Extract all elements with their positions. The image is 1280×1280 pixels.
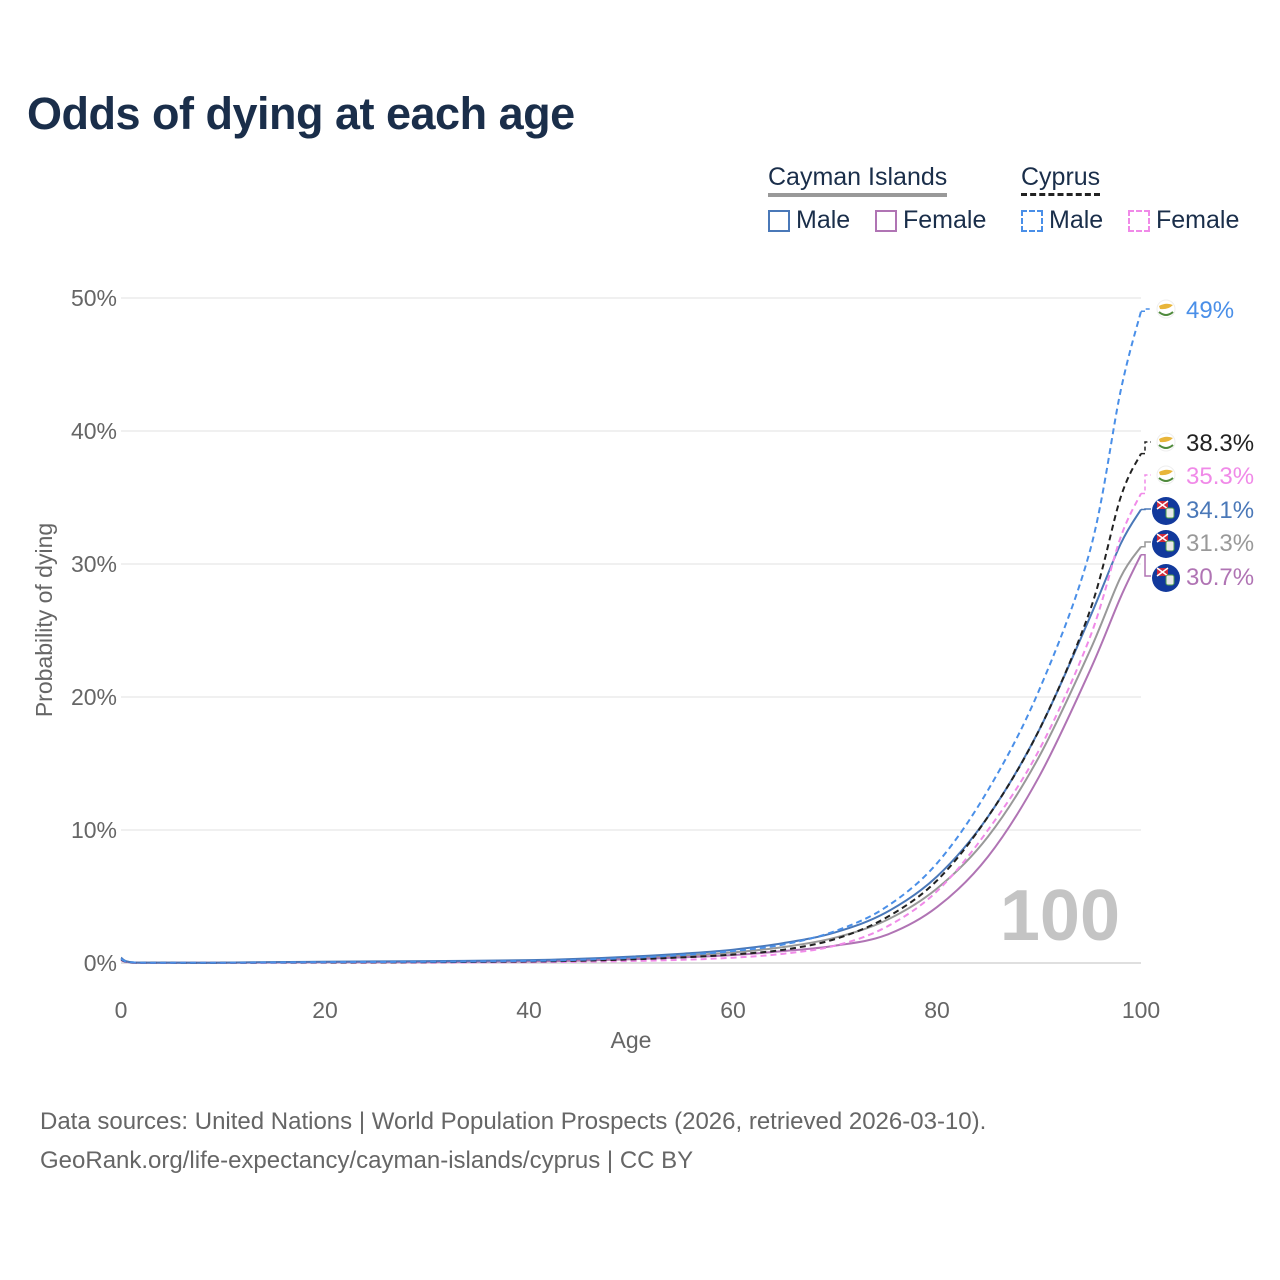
end-label-connector [1141, 508, 1151, 511]
y-axis: 0% 10% 20% 30% 40% 50% [71, 285, 117, 976]
x-tick-label: 100 [1122, 997, 1160, 1023]
flag-cross [1156, 500, 1169, 510]
end-label: 35.3% [1186, 463, 1254, 490]
legend-group-cayman-islands: Cayman Islands [768, 163, 948, 197]
flag-olive [1158, 311, 1174, 316]
legend-item-label: Female [903, 206, 987, 234]
series-lines [120, 311, 1142, 964]
flag-olive [1158, 444, 1174, 449]
source-line-1: Data sources: United Nations | World Pop… [40, 1108, 987, 1135]
legend-item-cayman-male[interactable]: Male [768, 206, 850, 235]
legend-item-label: Female [1156, 206, 1240, 234]
end-label: 49% [1186, 297, 1234, 324]
legend-item-label: Male [796, 206, 851, 234]
legend-group-label: Cyprus [1021, 163, 1101, 191]
grid [121, 297, 1141, 964]
legend-group-cyprus: Cyprus [1021, 163, 1101, 196]
x-axis: 0 20 40 60 80 100 [115, 997, 1161, 1023]
end-label: 31.3% [1186, 530, 1254, 557]
x-tick-label: 40 [516, 997, 542, 1023]
flag-cross [1156, 567, 1169, 577]
flag-island [1159, 469, 1173, 476]
y-tick-label: 20% [71, 684, 117, 710]
series-line-cayman-islands-female[interactable] [120, 554, 1142, 964]
y-tick-label: 50% [71, 285, 117, 311]
legend-swatch-icon [875, 209, 897, 232]
series-line-cayman-islands-both[interactable] [120, 546, 1142, 964]
legend-swatch-icon [1128, 209, 1150, 232]
end-label: 30.7% [1186, 564, 1254, 591]
end-labels: 49% 38.3% 35.3% 34.1% 31.3% 30.7% [1141, 297, 1254, 592]
legend-group-line [1021, 193, 1101, 196]
cyprus-flag-icon [1156, 432, 1176, 452]
x-tick-label: 20 [312, 997, 338, 1023]
flag-shield [1165, 574, 1175, 586]
y-axis-label: Probability of dying [31, 523, 57, 717]
flag-shield [1165, 540, 1175, 552]
legend-item-cyprus-female[interactable]: Female [1128, 206, 1239, 235]
legend-item-cyprus-male[interactable]: Male [1021, 206, 1103, 235]
end-label: 34.1% [1186, 497, 1254, 524]
legend-group-line [768, 193, 948, 197]
source-line-2[interactable]: GeoRank.org/life-expectancy/cayman-islan… [40, 1147, 694, 1174]
flag-island [1159, 436, 1173, 443]
end-label-connector [1141, 553, 1151, 577]
series-line-cayman-islands-male[interactable] [120, 508, 1142, 964]
legend-item-label: Male [1049, 206, 1104, 234]
legend-group-label: Cayman Islands [768, 163, 948, 191]
flag-shield [1165, 507, 1175, 519]
y-tick-label: 30% [71, 551, 117, 577]
age-annotation: 100 [1000, 876, 1120, 956]
cayman-islands-flag-icon [1152, 530, 1180, 558]
flag-olive [1158, 477, 1174, 482]
legend-swatch-icon [768, 209, 790, 232]
end-label-connector [1141, 441, 1151, 455]
end-label-connector [1141, 541, 1151, 548]
chart-title: Odds of dying at each age [27, 88, 575, 139]
end-label-connector [1141, 308, 1151, 313]
x-tick-label: 80 [924, 997, 950, 1023]
x-tick-label: 0 [115, 997, 128, 1023]
cyprus-flag-icon [1156, 465, 1176, 485]
x-axis-label: Age [611, 1027, 652, 1053]
flag-cross [1156, 533, 1169, 543]
cayman-islands-flag-icon [1152, 564, 1180, 592]
legend-swatch-icon [1021, 209, 1043, 232]
line-chart: 0% 10% 20% 30% 40% 50% 0 20 40 60 80 100 100 49% 38… [31, 285, 1254, 1053]
legend-item-cayman-female[interactable]: Female [875, 206, 986, 235]
flag-island [1159, 303, 1173, 310]
end-label: 38.3% [1186, 430, 1254, 457]
y-tick-label: 40% [71, 418, 117, 444]
cyprus-flag-icon [1156, 299, 1176, 319]
cayman-islands-flag-icon [1152, 497, 1180, 525]
x-tick-label: 60 [720, 997, 746, 1023]
series-line-cyprus-both[interactable] [120, 453, 1142, 964]
y-tick-label: 0% [84, 950, 117, 976]
series-line-cyprus-male[interactable] [120, 311, 1142, 964]
y-tick-label: 10% [71, 817, 117, 843]
end-label-connector [1141, 474, 1151, 495]
